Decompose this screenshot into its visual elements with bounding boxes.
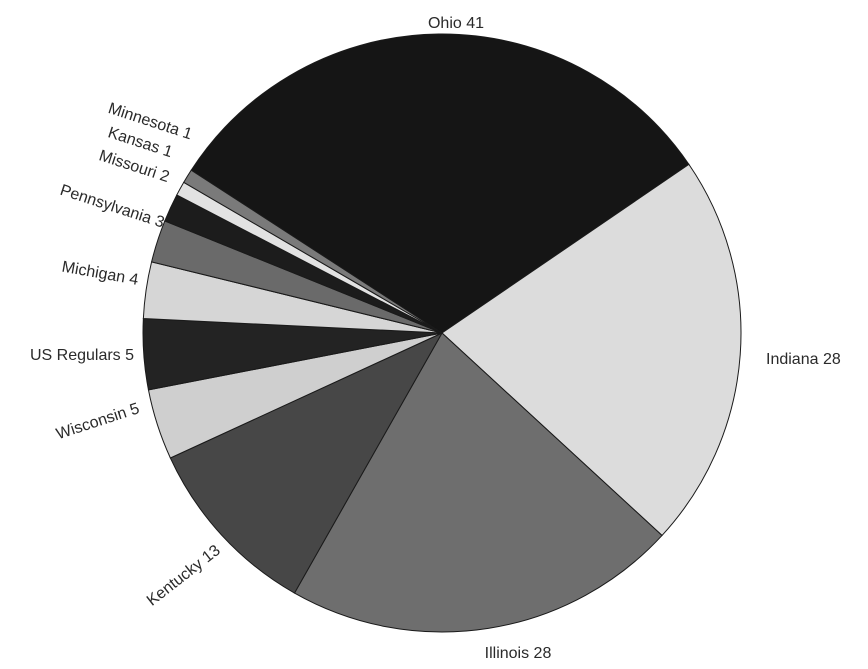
slice-label-us-regulars: US Regulars 5 [30, 347, 134, 364]
pie-slice-ohio [190, 33, 690, 334]
pie-slice-indiana [441, 163, 742, 537]
slice-label-pennsylvania: Pennsylvania 3 [58, 182, 167, 232]
slice-label-indiana: Indiana 28 [766, 351, 841, 368]
slice-label-kentucky: Kentucky 13 [144, 542, 224, 610]
pie-slice-illinois [293, 332, 663, 633]
slice-label-illinois: Illinois 28 [485, 645, 552, 662]
slice-label-wisconsin: Wisconsin 5 [54, 400, 141, 443]
pie-slice-minnesota [183, 169, 443, 334]
pie-slice-kentucky [169, 331, 444, 594]
slice-label-michigan: Michigan 4 [60, 259, 139, 289]
slice-label-ohio: Ohio 41 [428, 15, 484, 32]
pie-slices [142, 33, 742, 633]
